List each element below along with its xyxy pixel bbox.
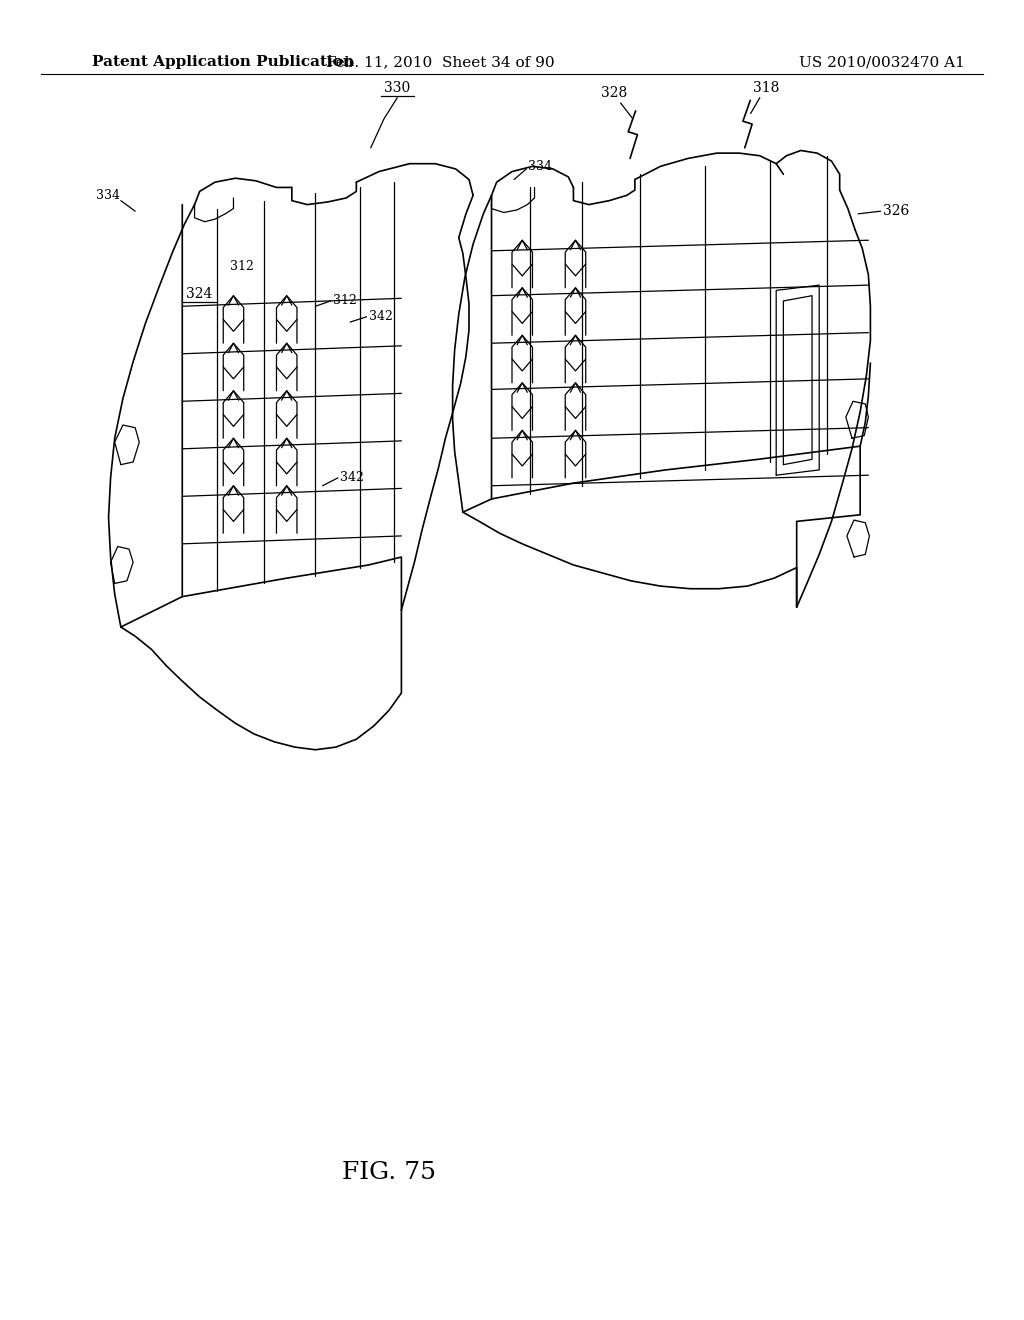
Text: US 2010/0032470 A1: US 2010/0032470 A1 <box>799 55 965 70</box>
Text: Feb. 11, 2010  Sheet 34 of 90: Feb. 11, 2010 Sheet 34 of 90 <box>326 55 555 70</box>
Text: FIG. 75: FIG. 75 <box>342 1160 436 1184</box>
Text: 312: 312 <box>333 294 356 308</box>
Text: 334: 334 <box>528 160 552 173</box>
Text: Patent Application Publication: Patent Application Publication <box>92 55 354 70</box>
Text: 326: 326 <box>883 205 909 218</box>
Text: 328: 328 <box>601 86 628 100</box>
Text: 318: 318 <box>753 81 779 95</box>
Text: 330: 330 <box>384 81 411 95</box>
Text: 334: 334 <box>95 189 120 202</box>
Text: 324: 324 <box>186 286 213 301</box>
Text: 312: 312 <box>230 260 254 273</box>
Text: 342: 342 <box>340 471 364 484</box>
Text: 342: 342 <box>369 310 392 323</box>
